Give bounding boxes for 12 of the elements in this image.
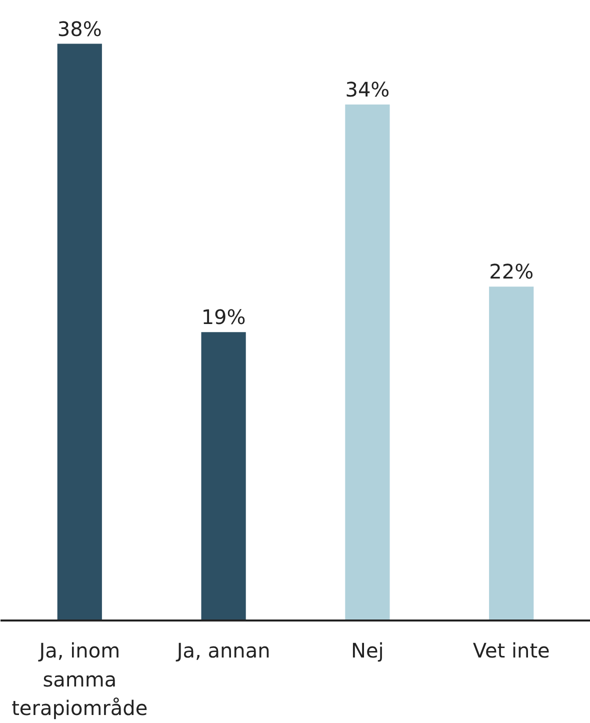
data-label: 19% (201, 305, 246, 330)
bar (57, 44, 102, 620)
x-tick-label: Vet inte (472, 638, 550, 662)
data-label: 34% (345, 77, 390, 102)
bar (201, 332, 246, 620)
bar (489, 286, 534, 620)
x-tick-label: Ja, annan (174, 638, 270, 662)
bar (345, 104, 390, 620)
data-label: 38% (57, 16, 102, 41)
data-label: 22% (489, 260, 534, 284)
x-tick-label: Ja, inom samma terapiområde (12, 638, 148, 720)
x-tick-label: Nej (351, 638, 384, 662)
